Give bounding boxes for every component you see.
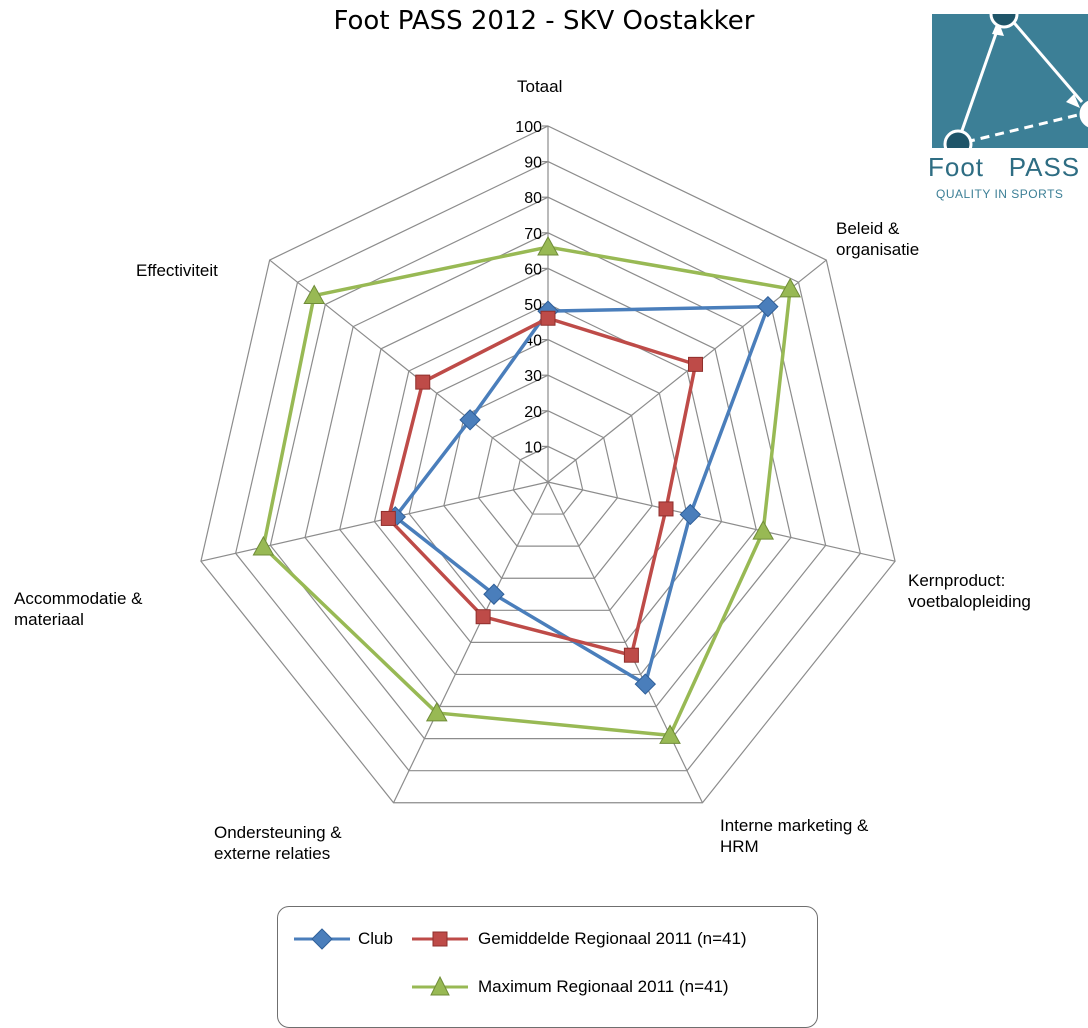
tick-label: 10 xyxy=(524,439,542,456)
category-label-kernproduct: Kernproduct: voetbalopleiding xyxy=(908,571,1031,611)
tick-label: 100 xyxy=(515,119,542,136)
data-point-maximum xyxy=(425,701,448,722)
data-point-maximum xyxy=(537,236,559,256)
grid-ring xyxy=(304,232,792,708)
data-point-club xyxy=(459,409,481,431)
logo-graphic xyxy=(932,0,1088,159)
series-gemiddelde xyxy=(380,310,704,663)
series-line-club xyxy=(393,304,770,686)
tick-label: 80 xyxy=(524,190,542,207)
data-point-gemiddelde xyxy=(540,310,556,326)
data-point-gemiddelde xyxy=(475,609,491,625)
grid-ring xyxy=(200,125,896,804)
data-point-maximum xyxy=(303,284,326,305)
legend-label-maximum: Maximum Regionaal 2011 (n=41) xyxy=(478,977,729,996)
legend-marker-club xyxy=(294,928,350,950)
grid-spoke xyxy=(200,481,549,562)
tick-label: 20 xyxy=(524,404,542,421)
data-point-gemiddelde xyxy=(380,510,396,526)
data-point-maximum xyxy=(779,277,801,298)
data-point-club xyxy=(757,295,779,318)
category-label-effectiviteit: Effectiviteit xyxy=(136,261,218,280)
category-label-totaal: Totaal xyxy=(517,77,563,96)
data-point-maximum xyxy=(659,724,681,744)
series-line-gemiddelde xyxy=(386,316,698,657)
grid-ring xyxy=(339,267,757,676)
data-point-club xyxy=(679,503,702,526)
grid-spoke xyxy=(547,481,896,562)
legend-label-club: Club xyxy=(358,929,393,948)
tick-label: 50 xyxy=(524,297,542,314)
data-point-club xyxy=(483,583,505,605)
legend-label-gemiddelde: Gemiddelde Regionaal 2011 (n=41) xyxy=(478,929,747,948)
tick-label: 70 xyxy=(524,226,542,243)
data-point-club xyxy=(634,673,657,695)
grid-ring xyxy=(477,410,619,547)
grid-ring xyxy=(234,160,862,772)
radar-grid xyxy=(200,125,896,804)
legend-marker-gemiddelde xyxy=(412,931,468,947)
legend-marker-maximum xyxy=(412,975,468,996)
grid-ring xyxy=(512,445,584,515)
grid-ring xyxy=(269,196,827,740)
series-line-maximum xyxy=(261,245,792,738)
logo-network-icon xyxy=(943,0,1088,159)
data-point-maximum xyxy=(252,535,275,556)
data-point-gemiddelde xyxy=(658,501,674,517)
data-point-maximum xyxy=(752,520,775,540)
logo-tagline: QUALITY IN SPORTS xyxy=(936,187,1064,201)
tick-label: 90 xyxy=(524,155,542,172)
tick-label: 60 xyxy=(524,261,542,278)
series-maximum xyxy=(252,236,801,744)
chart-title: Foot PASS 2012 - SKV Oostakker xyxy=(333,6,755,36)
data-point-gemiddelde xyxy=(688,356,704,372)
category-label-beleid: Beleid & organisatie xyxy=(836,219,920,259)
grid-ring xyxy=(373,303,723,643)
grid-spoke xyxy=(392,481,549,804)
grid-spoke xyxy=(547,481,704,804)
category-label-interne-marketing: Interne marketing & HRM xyxy=(720,816,869,856)
data-point-gemiddelde xyxy=(415,374,431,390)
grid-ring xyxy=(408,338,688,611)
legend-item-maximum: Maximum Regionaal 2011 (n=41) xyxy=(410,975,810,999)
category-label-accommodatie: Accommodatie & materiaal xyxy=(14,589,143,629)
foot-pass-logo: Foot PASS QUALITY IN SPORTS xyxy=(926,0,1088,245)
category-label-ondersteuning: Ondersteuning & externe relaties xyxy=(214,823,342,863)
legend-item-club: Club xyxy=(292,927,812,951)
series-layer xyxy=(252,236,801,744)
data-point-gemiddelde xyxy=(623,647,639,663)
legend-item-gemiddelde: Gemiddelde Regionaal 2011 (n=41) xyxy=(410,927,810,951)
chart-legend: Club Gemiddelde Regionaal 2011 (n=41) Ma… xyxy=(277,906,818,1028)
tick-label: 30 xyxy=(524,368,542,385)
logo-wordmark: Foot PASS xyxy=(928,152,1081,182)
